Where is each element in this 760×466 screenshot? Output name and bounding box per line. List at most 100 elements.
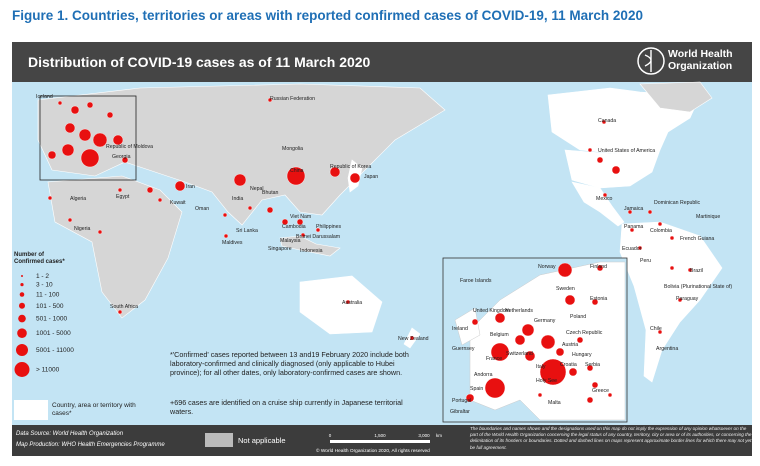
country-label: United States of America [598, 148, 655, 154]
country-label: Japan [364, 174, 378, 180]
case-bubble [484, 377, 506, 399]
case-bubble [157, 197, 163, 203]
case-bubble [657, 221, 663, 227]
country-label: Finland [590, 264, 607, 270]
case-bubble [233, 173, 247, 187]
country-label: Bolivia (Plurinational State of) [664, 284, 732, 290]
country-label: Martinique [696, 214, 720, 220]
country-label: Germany [534, 318, 556, 324]
country-label: France [486, 356, 502, 362]
case-bubble [112, 134, 124, 146]
country-label: Chile [650, 326, 662, 332]
country-label: Singapore [268, 246, 292, 252]
legend-area-label: Country, area or territory with cases* [52, 402, 136, 417]
country-label: Republic of Moldova [106, 144, 153, 150]
who-logo-staff [644, 50, 652, 72]
case-bubble [657, 329, 663, 335]
country-label: China [290, 168, 304, 174]
country-label: Bhutan [262, 190, 279, 196]
country-label: Canada [598, 118, 616, 124]
case-bubble [591, 381, 599, 389]
legend-title: Number of [14, 252, 45, 258]
country-label: Ireland [452, 326, 468, 332]
country-label: Cambodia [282, 224, 306, 230]
country-label: Switzerland [506, 351, 533, 357]
country-label: Jamaica [624, 206, 643, 212]
country-label: Sweden [556, 286, 575, 292]
south-america [619, 221, 723, 383]
country-label: Australia [342, 300, 362, 306]
country-label: Paraguay [676, 296, 699, 302]
legend-title: Confirmed cases* [14, 259, 65, 265]
case-bubble [596, 156, 604, 164]
case-bubble [524, 350, 536, 362]
legend-symbol [16, 344, 28, 356]
case-bubble [70, 105, 80, 115]
case-bubble [296, 218, 304, 226]
legend-label: 5001 - 11000 [36, 347, 74, 354]
country-label: New Zealand [398, 336, 429, 342]
country-label: Nepal [250, 186, 264, 192]
case-bubble [557, 262, 573, 278]
case-bubble [521, 323, 535, 337]
case-bubble [146, 186, 154, 194]
case-bubble [568, 367, 578, 377]
case-bubble [490, 342, 510, 362]
country-label: Guernsey [452, 346, 475, 352]
country-label: Brazil [690, 268, 703, 274]
case-bubble [267, 97, 273, 103]
case-bubble [607, 392, 613, 398]
country-label: Indonesia [300, 248, 323, 254]
not-applicable-swatch [205, 433, 233, 447]
scale-label: 0 [329, 433, 332, 438]
country-label: Maldives [222, 240, 243, 246]
legend-symbol [19, 292, 25, 297]
case-bubble [174, 180, 186, 192]
country-label: Iran [186, 184, 195, 190]
country-label: Czech Republic [566, 330, 603, 336]
country-label: Netherlands [505, 308, 533, 314]
country-label: Sri Lanka [236, 228, 258, 234]
country-label: Holy See [536, 378, 557, 384]
case-bubble [281, 218, 289, 226]
country-label: Serbia [585, 362, 600, 368]
country-label: Panama [624, 224, 643, 230]
inset-frame [39, 95, 137, 181]
country-label: Republic of Korea [330, 164, 371, 170]
australia [299, 275, 383, 335]
case-bubble [465, 393, 475, 403]
country-label: Spain [470, 386, 483, 392]
country-label: Philippines [316, 224, 341, 230]
country-label: Faroe Islands [460, 278, 492, 284]
case-bubble [61, 143, 75, 157]
case-bubble [576, 336, 584, 344]
country-label: Malaysia [280, 238, 301, 244]
case-bubble [117, 309, 123, 315]
case-bubble [587, 147, 593, 153]
case-bubble [64, 122, 76, 134]
area-swatch [14, 400, 48, 420]
country-label: Nigeria [74, 226, 91, 232]
case-bubble [687, 267, 693, 273]
country-label: Colombia [650, 228, 672, 234]
inset-uk [454, 307, 481, 346]
case-bubble [80, 148, 100, 168]
legend-symbol [17, 328, 27, 339]
case-bubble [345, 299, 351, 305]
country-label: Italy [536, 364, 546, 370]
case-bubble [78, 128, 92, 142]
scale-label: 1,500 [374, 433, 386, 438]
legend-symbol [21, 275, 23, 277]
country-label: Portugal [452, 398, 471, 404]
country-label: Iceland [36, 94, 53, 100]
case-bubble [564, 294, 576, 306]
case-bubble [669, 235, 675, 241]
case-bubble [586, 364, 594, 372]
copyright: © World Health Organization 2020, All ri… [316, 447, 430, 454]
country-label: Georgia [112, 154, 131, 160]
legend-label: 1001 - 5000 [36, 330, 71, 337]
country-label: South Africa [110, 304, 138, 310]
case-bubble [627, 209, 633, 215]
country-label: Norway [538, 264, 556, 270]
country-label: Estonia [590, 296, 607, 302]
